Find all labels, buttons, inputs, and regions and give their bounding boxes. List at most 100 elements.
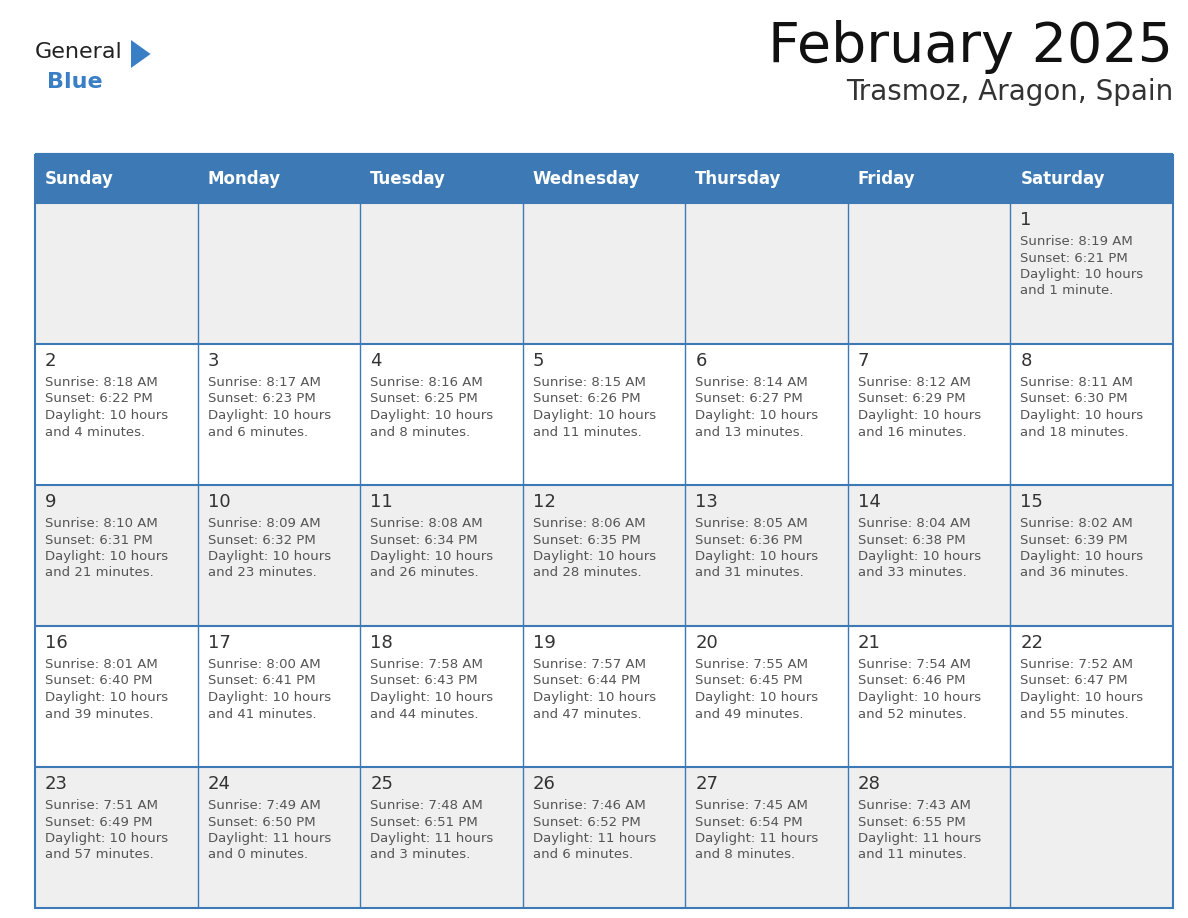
Bar (197, 485, 360, 626)
Text: and 31 minutes.: and 31 minutes. (695, 566, 804, 579)
Text: Sunset: 6:45 PM: Sunset: 6:45 PM (695, 675, 803, 688)
Bar (34, 203, 197, 344)
Text: 6: 6 (695, 352, 707, 370)
Text: Sunrise: 8:14 AM: Sunrise: 8:14 AM (695, 376, 808, 389)
Text: and 55 minutes.: and 55 minutes. (1020, 708, 1129, 721)
Text: 21: 21 (858, 634, 880, 652)
Text: Daylight: 10 hours: Daylight: 10 hours (45, 550, 169, 563)
Text: Sunrise: 8:00 AM: Sunrise: 8:00 AM (208, 658, 321, 671)
Text: and 39 minutes.: and 39 minutes. (45, 708, 153, 721)
Bar (360, 344, 523, 485)
Bar (360, 767, 523, 908)
Text: Sunday: Sunday (45, 170, 114, 188)
Text: Sunrise: 7:49 AM: Sunrise: 7:49 AM (208, 799, 321, 812)
Text: Sunrise: 7:55 AM: Sunrise: 7:55 AM (695, 658, 808, 671)
Text: and 23 minutes.: and 23 minutes. (208, 566, 316, 579)
Text: 12: 12 (532, 493, 556, 511)
Bar (360, 485, 523, 626)
Text: 2: 2 (45, 352, 57, 370)
Bar (848, 203, 1011, 344)
Text: Daylight: 10 hours: Daylight: 10 hours (208, 409, 330, 422)
Text: Daylight: 10 hours: Daylight: 10 hours (1020, 268, 1144, 281)
Bar (1011, 203, 1173, 344)
Text: Sunset: 6:49 PM: Sunset: 6:49 PM (45, 815, 152, 829)
Bar (34, 485, 197, 626)
Text: and 3 minutes.: and 3 minutes. (371, 848, 470, 861)
Text: and 6 minutes.: and 6 minutes. (532, 848, 633, 861)
Text: 8: 8 (1020, 352, 1032, 370)
Text: 15: 15 (1020, 493, 1043, 511)
Bar (34, 155, 197, 203)
Text: Daylight: 11 hours: Daylight: 11 hours (858, 832, 981, 845)
Text: Sunrise: 8:08 AM: Sunrise: 8:08 AM (371, 517, 482, 530)
Text: Sunset: 6:43 PM: Sunset: 6:43 PM (371, 675, 478, 688)
Bar (685, 767, 848, 908)
Bar (360, 203, 523, 344)
Text: Sunrise: 8:12 AM: Sunrise: 8:12 AM (858, 376, 971, 389)
Text: Blue: Blue (48, 72, 102, 92)
Text: Daylight: 10 hours: Daylight: 10 hours (1020, 409, 1144, 422)
Text: Monday: Monday (208, 170, 280, 188)
Text: Sunset: 6:40 PM: Sunset: 6:40 PM (45, 675, 152, 688)
Text: General: General (34, 42, 122, 62)
Text: Sunrise: 7:57 AM: Sunrise: 7:57 AM (532, 658, 646, 671)
Text: Daylight: 10 hours: Daylight: 10 hours (1020, 691, 1144, 704)
Text: Daylight: 10 hours: Daylight: 10 hours (1020, 550, 1144, 563)
Text: Daylight: 10 hours: Daylight: 10 hours (371, 691, 493, 704)
Text: and 18 minutes.: and 18 minutes. (1020, 426, 1129, 439)
Text: and 11 minutes.: and 11 minutes. (532, 426, 642, 439)
Text: 18: 18 (371, 634, 393, 652)
Text: and 57 minutes.: and 57 minutes. (45, 848, 153, 861)
Text: 3: 3 (208, 352, 219, 370)
Text: Daylight: 10 hours: Daylight: 10 hours (858, 691, 981, 704)
Text: Daylight: 11 hours: Daylight: 11 hours (208, 832, 330, 845)
Text: Sunset: 6:25 PM: Sunset: 6:25 PM (371, 393, 478, 406)
Text: and 1 minute.: and 1 minute. (1020, 285, 1114, 297)
Bar (848, 626, 1011, 767)
Text: Sunset: 6:46 PM: Sunset: 6:46 PM (858, 675, 966, 688)
Bar (197, 626, 360, 767)
Text: Daylight: 10 hours: Daylight: 10 hours (532, 550, 656, 563)
Bar (685, 203, 848, 344)
Text: Daylight: 10 hours: Daylight: 10 hours (371, 409, 493, 422)
Text: Daylight: 10 hours: Daylight: 10 hours (208, 550, 330, 563)
Text: Sunrise: 8:16 AM: Sunrise: 8:16 AM (371, 376, 482, 389)
Text: Thursday: Thursday (695, 170, 782, 188)
Text: Tuesday: Tuesday (371, 170, 446, 188)
Text: 28: 28 (858, 775, 880, 793)
Bar (523, 155, 685, 203)
Text: Sunset: 6:32 PM: Sunset: 6:32 PM (208, 533, 315, 546)
Text: Daylight: 10 hours: Daylight: 10 hours (695, 691, 819, 704)
Text: 4: 4 (371, 352, 381, 370)
Text: Sunrise: 8:05 AM: Sunrise: 8:05 AM (695, 517, 808, 530)
Text: 16: 16 (45, 634, 68, 652)
Bar (523, 767, 685, 908)
Text: Sunset: 6:52 PM: Sunset: 6:52 PM (532, 815, 640, 829)
Bar (197, 767, 360, 908)
Text: and 8 minutes.: and 8 minutes. (695, 848, 796, 861)
Text: Sunrise: 8:01 AM: Sunrise: 8:01 AM (45, 658, 158, 671)
Text: Sunset: 6:41 PM: Sunset: 6:41 PM (208, 675, 315, 688)
Text: and 44 minutes.: and 44 minutes. (371, 708, 479, 721)
Bar (197, 203, 360, 344)
Bar (848, 485, 1011, 626)
Text: Sunset: 6:55 PM: Sunset: 6:55 PM (858, 815, 966, 829)
Bar (197, 344, 360, 485)
Text: and 41 minutes.: and 41 minutes. (208, 708, 316, 721)
Text: and 26 minutes.: and 26 minutes. (371, 566, 479, 579)
Text: Sunset: 6:38 PM: Sunset: 6:38 PM (858, 533, 966, 546)
Text: Sunset: 6:34 PM: Sunset: 6:34 PM (371, 533, 478, 546)
Text: Daylight: 11 hours: Daylight: 11 hours (695, 832, 819, 845)
Text: 26: 26 (532, 775, 556, 793)
Bar (685, 485, 848, 626)
Bar (1011, 767, 1173, 908)
Text: Sunrise: 7:54 AM: Sunrise: 7:54 AM (858, 658, 971, 671)
Text: 13: 13 (695, 493, 719, 511)
Bar (360, 155, 523, 203)
Text: Daylight: 10 hours: Daylight: 10 hours (532, 409, 656, 422)
Text: Sunrise: 8:06 AM: Sunrise: 8:06 AM (532, 517, 645, 530)
Text: Sunrise: 7:46 AM: Sunrise: 7:46 AM (532, 799, 645, 812)
Text: Trasmoz, Aragon, Spain: Trasmoz, Aragon, Spain (846, 78, 1173, 106)
Text: Daylight: 11 hours: Daylight: 11 hours (371, 832, 493, 845)
Text: 1: 1 (1020, 211, 1032, 229)
